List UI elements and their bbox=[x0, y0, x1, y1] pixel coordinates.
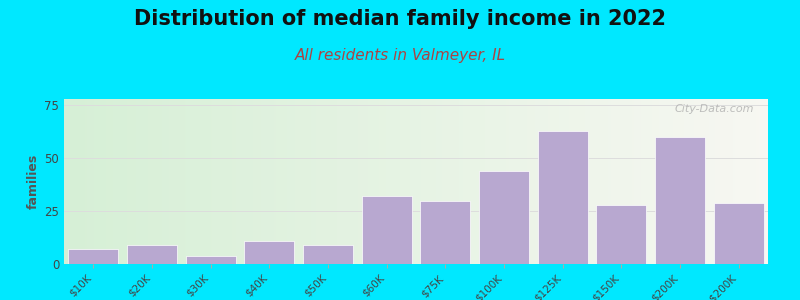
Bar bbox=[362, 196, 411, 264]
Bar bbox=[186, 256, 235, 264]
Bar bbox=[303, 245, 353, 264]
Bar bbox=[421, 200, 470, 264]
Text: City-Data.com: City-Data.com bbox=[674, 104, 754, 114]
Bar bbox=[69, 249, 118, 264]
Bar bbox=[127, 245, 177, 264]
Bar bbox=[655, 137, 705, 264]
Bar bbox=[538, 131, 587, 264]
Y-axis label: families: families bbox=[27, 154, 40, 209]
Text: Distribution of median family income in 2022: Distribution of median family income in … bbox=[134, 9, 666, 29]
Bar bbox=[479, 171, 529, 264]
Bar bbox=[714, 203, 763, 264]
Bar bbox=[245, 241, 294, 264]
Text: All residents in Valmeyer, IL: All residents in Valmeyer, IL bbox=[294, 48, 506, 63]
Bar bbox=[596, 205, 646, 264]
